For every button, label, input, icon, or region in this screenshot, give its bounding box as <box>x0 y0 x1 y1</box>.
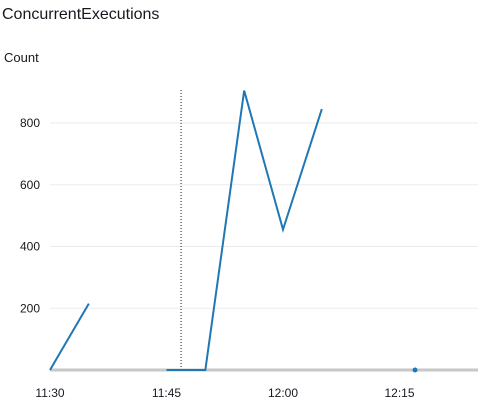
data-point <box>413 368 418 373</box>
x-tick-label: 12:00 <box>268 386 298 400</box>
series-line <box>50 304 89 370</box>
series-line <box>167 91 322 370</box>
y-tick-label: 800 <box>20 116 40 130</box>
x-tick-label: 12:15 <box>384 386 414 400</box>
x-tick-label: 11:30 <box>35 386 64 400</box>
y-tick-label: 200 <box>20 301 40 315</box>
x-tick-label: 11:45 <box>152 386 181 400</box>
y-tick-label: 600 <box>20 178 40 192</box>
y-tick-label: 400 <box>20 240 40 254</box>
